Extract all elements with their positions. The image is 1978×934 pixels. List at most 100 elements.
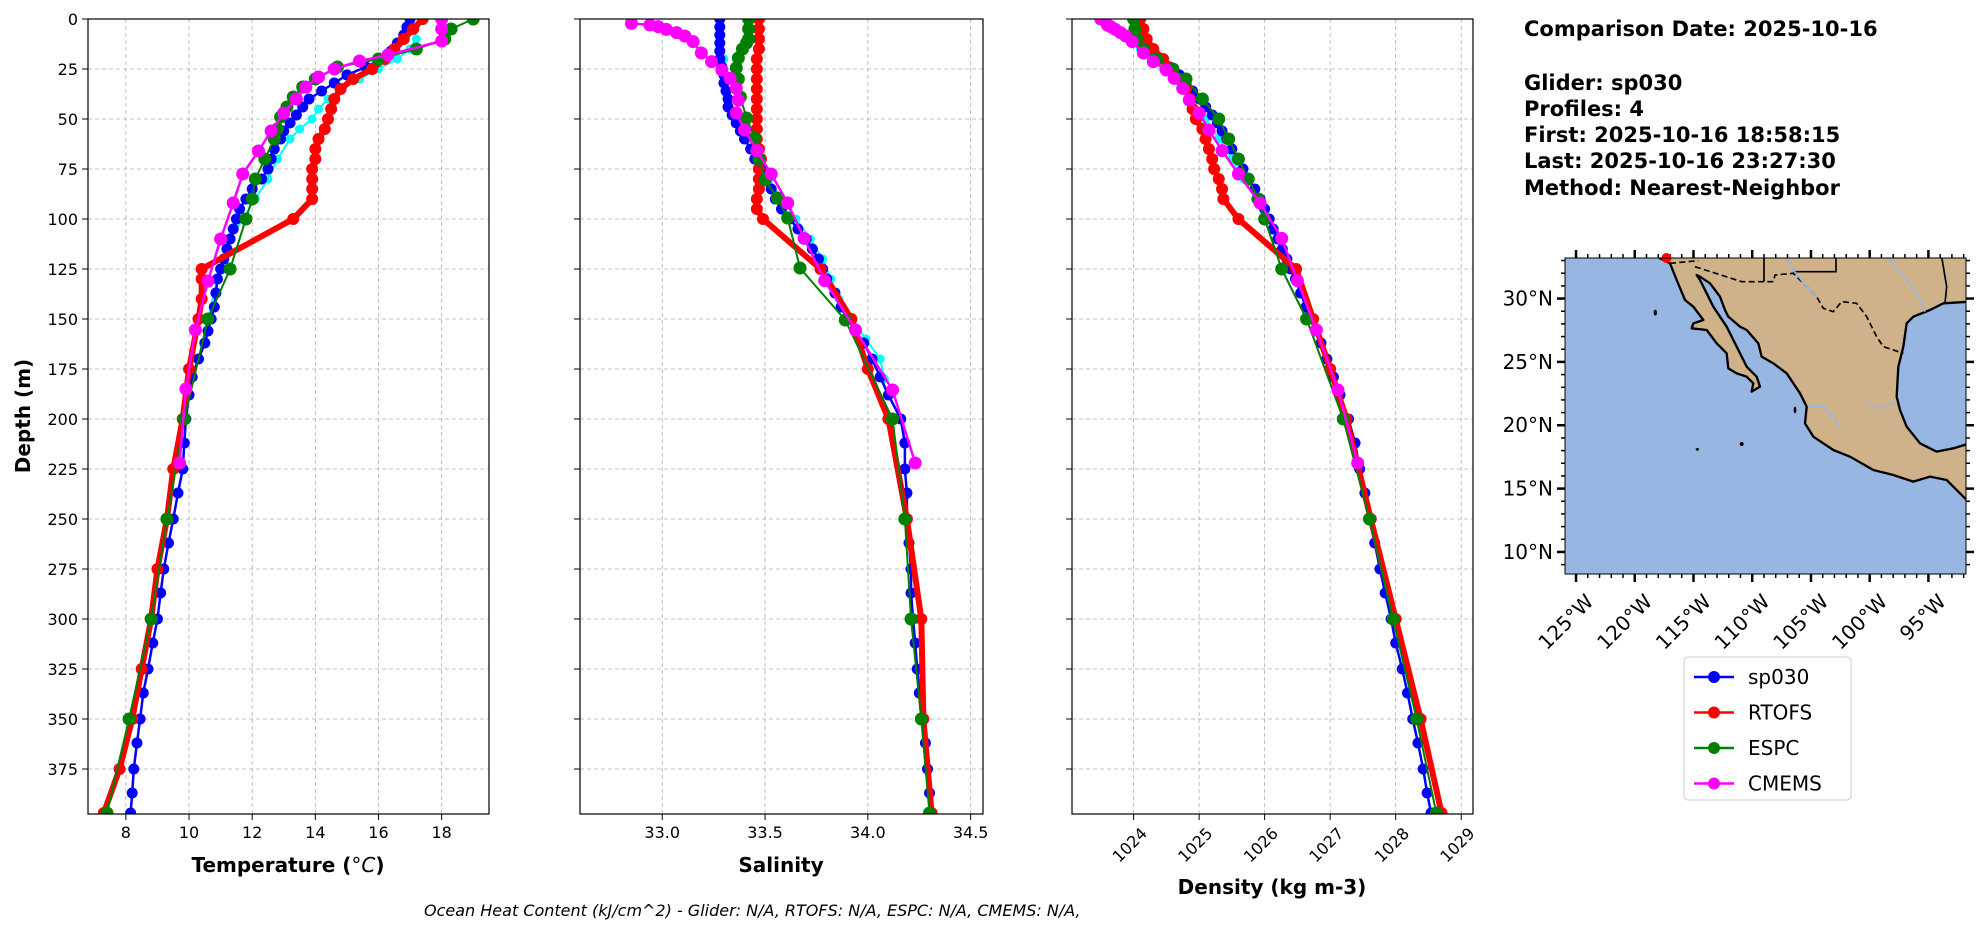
cmems-point [1192, 106, 1206, 120]
espc-point [731, 51, 745, 65]
rtofs-point [752, 19, 765, 25]
espc-point [1231, 152, 1245, 166]
cmems-point [715, 63, 729, 77]
y-tick-label: 125 [47, 260, 78, 279]
espc-point [1212, 112, 1226, 126]
x-tick-label: 1026 [1240, 824, 1282, 866]
rtofs-point [750, 53, 763, 65]
espc-point [923, 806, 937, 814]
cmems-point [1231, 167, 1245, 181]
rtofs-point [750, 193, 763, 205]
comparison-date: Comparison Date: 2025-10-16 [1524, 17, 1878, 41]
rtofs-line [1137, 19, 1445, 814]
rtofs-point [328, 93, 341, 105]
cmems-point [849, 323, 863, 337]
legend-item-sp030: sp030 [1694, 665, 1809, 689]
rtofs-point [756, 213, 769, 225]
axes-frame [1071, 18, 1474, 815]
cmems-point [214, 232, 228, 246]
x-tick-label: 8 [121, 823, 131, 842]
map-lat-label: 10°N [1503, 540, 1553, 564]
cmems-point [1253, 196, 1267, 210]
rtofs-point [1206, 153, 1219, 165]
espc-point [1410, 712, 1424, 726]
sp030-point [262, 163, 274, 175]
cmems-point [179, 382, 193, 396]
legend: sp030 RTOFS ESPC CMEMS [1683, 656, 1852, 801]
rtofs-point [309, 143, 322, 155]
cmems-point [1146, 55, 1160, 69]
map-lon-label: 120°W [1592, 589, 1657, 654]
map-islands [1653, 309, 1797, 451]
rtofs-point [915, 613, 928, 625]
cmems-point [686, 35, 700, 49]
rtofs-point [325, 103, 338, 115]
cmems-point [236, 167, 250, 181]
espc-point [904, 612, 918, 626]
cmems-point [1182, 93, 1196, 107]
rtofs-point [1232, 213, 1245, 225]
x-tick-label: 1027 [1305, 824, 1347, 866]
density-panel: 1024 1025 1026 1027 1028 1029 [1066, 18, 1479, 866]
rtofs-point [321, 113, 334, 125]
rtofs-point [309, 153, 322, 165]
y-tick-label: 225 [47, 460, 78, 479]
map-lat-label: 20°N [1503, 413, 1553, 437]
method: Method: Nearest-Neighbor [1524, 176, 1841, 200]
rtofs-point [750, 83, 763, 95]
salinity-xlabel: Salinity [738, 853, 823, 877]
sp030-point [316, 85, 328, 97]
cmems-point [1215, 144, 1229, 158]
last-time: Last: 2025-10-16 23:27:30 [1524, 149, 1836, 173]
sp030-point [714, 45, 726, 57]
series-layer [624, 19, 938, 814]
rtofs-point [347, 73, 360, 85]
cmems-point [277, 106, 291, 120]
espc-point [248, 172, 262, 186]
depth-ylabel: Depth (m) [11, 359, 35, 473]
espc-point [444, 22, 458, 36]
cmems-point [908, 456, 922, 470]
espc-point [914, 712, 928, 726]
cmems-point [173, 456, 187, 470]
map-lat-label: 25°N [1503, 350, 1553, 374]
y-tick-label: 350 [47, 710, 78, 729]
x-tick-label: 14 [305, 823, 325, 842]
cmems-point [289, 92, 303, 106]
cmems-point [797, 231, 811, 245]
legend-label: RTOFS [1748, 701, 1812, 725]
cmems-point [252, 144, 266, 158]
rtofs-point [752, 183, 765, 195]
sp030-point [284, 117, 296, 129]
series-layer [1094, 19, 1448, 814]
cmems-point [1309, 323, 1323, 337]
map-lon-label: 95°W [1895, 589, 1951, 645]
cmems-point [624, 19, 638, 30]
map-land [1658, 258, 1966, 501]
cmems-point [705, 55, 719, 69]
axes-frame [579, 18, 984, 815]
cmems-point [435, 34, 449, 48]
x-tick-label: 34.5 [953, 823, 989, 842]
profiles-point [313, 104, 323, 114]
cmems-point [1351, 456, 1365, 470]
sp030-point [303, 93, 315, 105]
x-tick-label: 1029 [1436, 824, 1478, 866]
x-tick-label: 12 [242, 823, 262, 842]
espc-point [160, 512, 174, 526]
map-state-lines [1763, 258, 1948, 304]
ocean-heat-content-note: Ocean Heat Content (kJ/cm^2) - Glider: N… [424, 901, 1081, 920]
map-border [1669, 259, 1904, 355]
espc-point [770, 191, 784, 205]
espc-point [122, 712, 136, 726]
sp030-point [230, 213, 242, 225]
cmems-point [381, 48, 395, 62]
legend-item-rtofs: RTOFS [1694, 701, 1812, 725]
temperature-panel: 8 10 12 14 16 18 0 25 50 75 100 125 150 175 200 225 250 2… [47, 10, 490, 842]
espc-point [742, 22, 756, 36]
cmems-point [723, 71, 737, 85]
rtofs-point [306, 173, 319, 185]
rtofs-line [100, 19, 425, 814]
profiles-point [307, 114, 317, 124]
x-tick-label: 33.5 [747, 823, 783, 842]
